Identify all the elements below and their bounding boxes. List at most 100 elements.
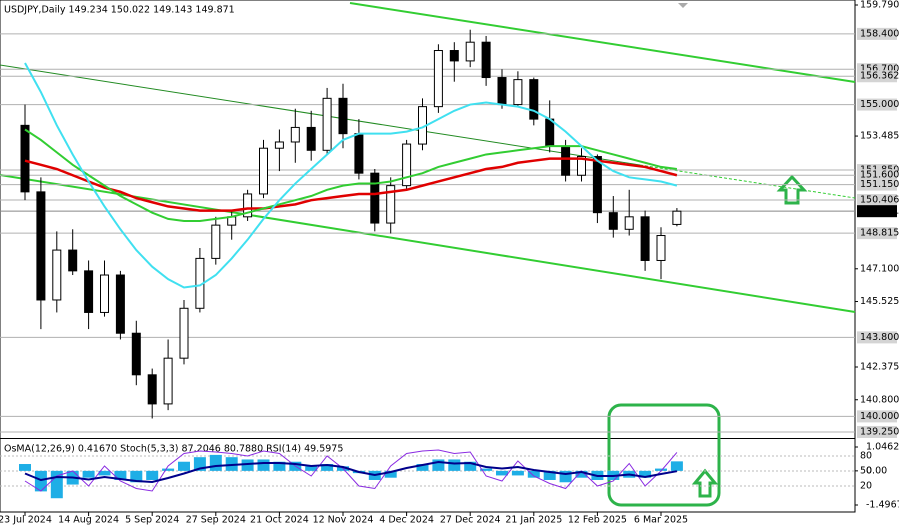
plot-frame [0,0,856,513]
osma-bar [432,459,445,471]
y-tick-label: 140.800 [860,394,899,405]
indicator-line [24,460,678,484]
x-tick-label: 27 Sep 2024 [186,515,246,526]
y2-tick-label: -1.4967 [866,499,899,510]
x-tick-label: 4 Dec 2024 [379,515,434,526]
osma-bar [670,461,683,471]
candle-body [68,249,78,272]
y-tick-label: 147.100 [860,263,899,274]
candle-body [36,191,46,301]
osma-bar [480,468,493,471]
osma-bar [559,470,572,483]
candle-body [433,50,443,108]
osma-bar [575,470,588,478]
candle-body [529,79,539,120]
level-label: 151.600 [860,170,899,181]
osma-bar [384,470,397,478]
y-tick-label: 20 [860,481,872,492]
candle-body [20,124,30,193]
candle-body [211,224,221,259]
candle-body [561,145,571,176]
y-tick-label: 80 [860,451,872,462]
y2-tick-label: 0.00 [866,465,887,476]
level-label-box [857,178,897,191]
x-tick-label: 27 Dec 2024 [440,515,501,526]
osma-bar [321,464,334,471]
osma-bar [655,468,667,471]
level-label: 155.000 [860,99,899,110]
level-label-box [857,169,897,182]
candle-body [577,156,586,176]
osma-bar [98,470,111,476]
level-label-box [857,27,897,40]
candle-body [608,212,618,230]
level-label: 148.815 [860,228,899,239]
candle-body [52,249,62,301]
osma-bar [416,464,429,471]
moving-average [24,128,678,222]
osma-bar [305,466,318,471]
candle-body [465,41,475,62]
level-label: 150.406 [860,195,899,206]
y2-tick-label: 1.0462 [866,441,899,452]
scroll-marker [678,3,688,8]
candle-body [100,274,109,313]
x-tick-label: 6 Mar 2025 [634,515,688,526]
x-tick-label: 23 Jul 2024 [0,515,52,526]
osma-bar [639,470,652,478]
candle-body [259,147,268,195]
x-tick-label: 5 Sep 2024 [125,515,179,526]
osma-bar [146,470,159,480]
candle-body [481,41,491,79]
level-label-box [857,205,897,218]
x-tick-label: 12 Nov 2024 [313,515,374,526]
indicator-line [24,449,678,492]
osma-bar [19,464,31,471]
x-tick-label: 14 Aug 2024 [58,515,119,526]
level-label: 139.250 [860,426,899,437]
chart-title: USDJPY,Daily 149.234 150.022 149.143 149… [4,5,235,16]
level-label: 140.000 [860,411,899,422]
candle-body [163,357,173,405]
candle-body [497,77,507,106]
level-label-box [857,331,897,344]
level-label-box [857,98,897,111]
level-label-box [857,410,897,423]
up-arrow [776,174,808,205]
candle-body [624,216,634,230]
osma-bar [527,470,540,478]
x-tick-label: 12 Feb 2025 [568,515,627,526]
moving-average [24,62,678,289]
indicator-title: OsMA(12,26,9) 0.41670 Stoch(5,3,3) 87.20… [4,444,343,455]
moving-average [24,157,678,212]
level-label: 156.362 [860,71,899,82]
candle-body [449,50,459,62]
highlight-box [607,403,721,507]
y-tick-label: 153.485 [860,131,899,142]
level-label: 156.700 [860,64,899,75]
candle-body [402,143,412,187]
up-arrow [691,468,719,498]
candle-body [274,141,284,149]
osma-bar [178,461,190,471]
candle-body [386,185,396,224]
level-label: 143.800 [860,332,899,343]
y-tick-label: 142.375 [860,362,899,373]
level-label: 151.150 [860,179,899,190]
candle-body [115,274,125,334]
osma-bar [34,470,47,492]
osma-bar [448,459,461,471]
candle-body [306,126,316,151]
level-label-box [857,70,897,83]
osma-bar [464,461,477,471]
candle-body [84,270,94,313]
candle-body [179,307,189,359]
candle-body [354,133,364,174]
level-label-box [857,425,897,438]
osma-bar [543,470,556,480]
osma-bar [82,470,95,478]
candle-body [672,210,682,225]
osma-bar [496,470,508,476]
